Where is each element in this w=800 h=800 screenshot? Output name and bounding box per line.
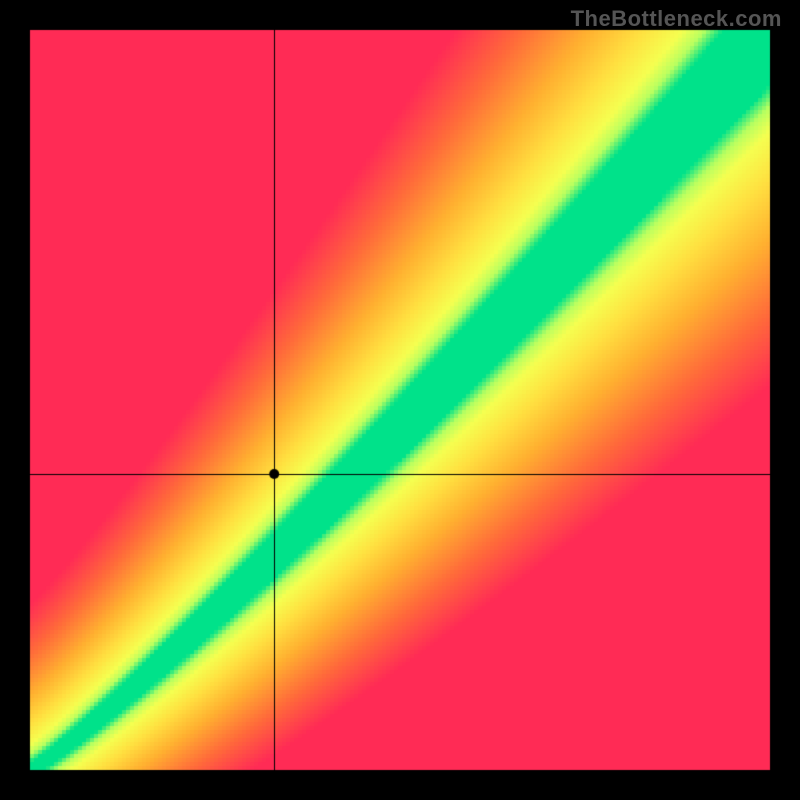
chart-container: TheBottleneck.com (0, 0, 800, 800)
watermark-text: TheBottleneck.com (571, 6, 782, 32)
bottleneck-heatmap-canvas (0, 0, 800, 800)
